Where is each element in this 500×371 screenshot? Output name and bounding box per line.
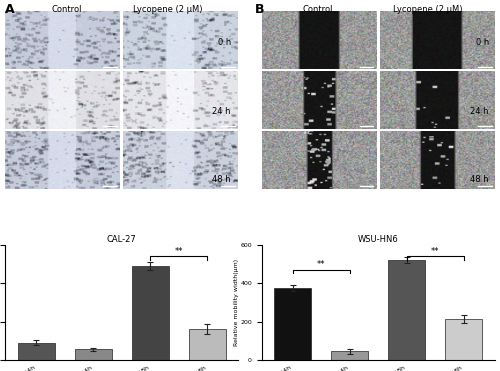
Text: Lycopene (2 μM): Lycopene (2 μM) bbox=[134, 5, 203, 14]
Bar bbox=[388, 260, 426, 360]
Bar bbox=[188, 329, 226, 360]
Text: 24 h: 24 h bbox=[470, 107, 489, 116]
Bar bbox=[274, 288, 312, 360]
Text: **: ** bbox=[431, 247, 440, 256]
Text: 24 h: 24 h bbox=[212, 107, 231, 116]
Text: 0 h: 0 h bbox=[476, 38, 489, 47]
Title: CAL-27: CAL-27 bbox=[107, 235, 136, 244]
Text: 48 h: 48 h bbox=[212, 175, 231, 184]
Text: Lycopene (2 μM): Lycopene (2 μM) bbox=[393, 5, 462, 14]
Title: WSU-HN6: WSU-HN6 bbox=[358, 235, 399, 244]
Y-axis label: Relative mobility width(μm): Relative mobility width(μm) bbox=[234, 259, 239, 346]
Text: Control: Control bbox=[52, 5, 82, 14]
Text: B: B bbox=[255, 3, 264, 16]
Text: 0 h: 0 h bbox=[218, 38, 231, 47]
Text: 48 h: 48 h bbox=[470, 175, 489, 184]
Bar bbox=[132, 266, 168, 360]
Bar bbox=[18, 343, 55, 360]
Text: Control: Control bbox=[302, 5, 332, 14]
Bar bbox=[445, 319, 482, 360]
Text: A: A bbox=[5, 3, 15, 16]
Bar bbox=[74, 349, 112, 360]
Text: **: ** bbox=[174, 247, 183, 256]
Bar bbox=[332, 351, 368, 360]
Text: **: ** bbox=[317, 260, 326, 269]
